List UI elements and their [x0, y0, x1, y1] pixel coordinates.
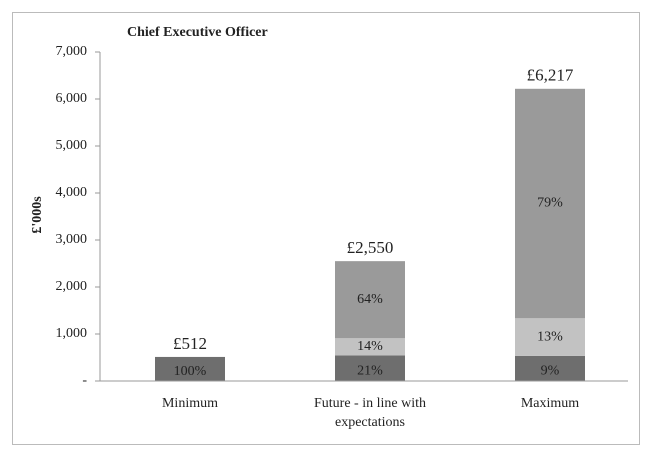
- y-tick-label: -: [82, 373, 87, 388]
- x-tick-label: Future - in line with expectations: [314, 396, 426, 430]
- segment-label: 21%: [357, 363, 383, 378]
- y-tick-label: 7,000: [56, 44, 88, 59]
- bar-segment: [335, 261, 405, 339]
- x-tick-label: Maximum: [521, 396, 579, 411]
- bar-segment: [515, 88, 585, 319]
- y-tick-label: 2,000: [56, 279, 88, 294]
- segment-label: 9%: [541, 364, 560, 379]
- segment-label: 79%: [537, 196, 563, 211]
- chart-title: Chief Executive Officer: [127, 25, 268, 40]
- bar-segment: [155, 356, 225, 381]
- y-axis-label: £'000s: [30, 196, 45, 234]
- total-label: £6,217: [527, 66, 574, 85]
- segment-label: 100%: [174, 364, 207, 379]
- y-tick-label: 4,000: [56, 185, 88, 200]
- total-label: £2,550: [347, 238, 394, 257]
- segment-label: 13%: [537, 329, 563, 344]
- bar-segment: [335, 355, 405, 381]
- bar-segment: [335, 338, 405, 356]
- x-tick-label: Minimum: [162, 396, 218, 411]
- y-tick-label: 1,000: [56, 326, 88, 341]
- total-label: £512: [173, 334, 207, 353]
- segment-label: 64%: [357, 292, 383, 307]
- y-tick-label: 6,000: [56, 91, 88, 106]
- bar-segment: [515, 355, 585, 381]
- segment-label: 14%: [357, 339, 383, 354]
- bar-segment: [515, 318, 585, 356]
- y-tick-label: 5,000: [56, 138, 88, 153]
- y-tick-label: 3,000: [56, 232, 88, 247]
